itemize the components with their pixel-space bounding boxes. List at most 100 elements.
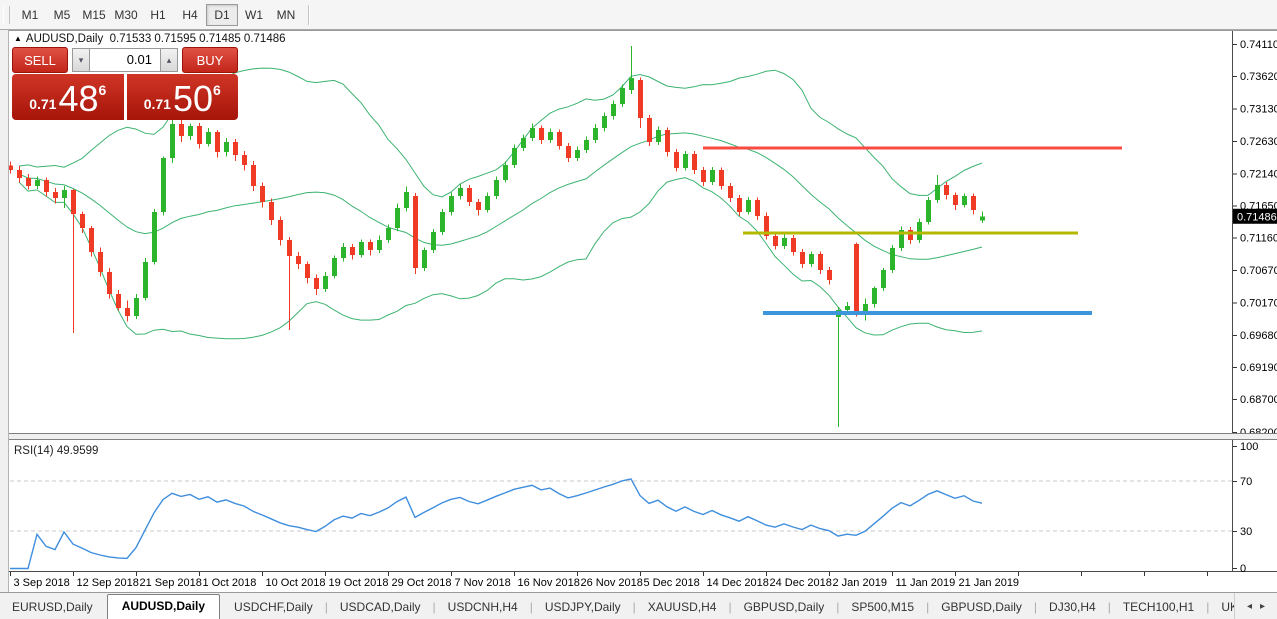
chart-tab-dj30-h4[interactable]: DJ30,H4	[1049, 600, 1096, 614]
svg-text:16 Nov 2018: 16 Nov 2018	[518, 577, 580, 589]
chart-tab-usdcnh-h4[interactable]: USDCNH,H4	[447, 600, 518, 614]
chart-tab-eurusd-daily[interactable]: EURUSD,Daily	[12, 600, 93, 614]
collapse-triangle-icon[interactable]: ▲	[14, 34, 22, 43]
tab-separator: |	[728, 600, 732, 614]
chart-tab-audusd-daily[interactable]: AUDUSD,Daily	[106, 594, 221, 619]
timeframe-button-d1[interactable]: D1	[206, 3, 238, 26]
ohlc-readout: 0.71533 0.71595 0.71485 0.71486	[109, 33, 286, 45]
chart-tab-usdcad-daily[interactable]: USDCAD,Daily	[339, 600, 421, 614]
timeframe-toolbar: M1 M5 M15 M30 H1 H4 D1 W1 MN	[0, 0, 1277, 30]
chart-tab-xauusd-h4[interactable]: XAUUSD,H4	[647, 600, 717, 614]
one-click-trading-panel: SELL ▾ ▴ BUY 0.71 48 6 0.71 50 6	[12, 46, 238, 120]
timeframe-button-m1[interactable]: M1	[21, 7, 39, 22]
window-left-edge	[0, 29, 9, 592]
sell-price-prefix: 0.71	[29, 96, 57, 112]
chart-tab-usdjpy-daily[interactable]: USDJPY,Daily	[544, 600, 621, 614]
tab-separator: |	[836, 600, 840, 614]
svg-text:0.70170: 0.70170	[1240, 298, 1277, 310]
buy-price-big-digits: 50	[172, 78, 213, 119]
chart-tab-usdchf-daily[interactable]: USDCHF,Daily	[234, 600, 313, 614]
tab-separator: |	[324, 600, 328, 614]
svg-text:0.73130: 0.73130	[1240, 103, 1277, 115]
price-scale[interactable]	[1232, 30, 1277, 571]
timeframe-button-mn[interactable]: MN	[276, 7, 296, 22]
svg-text:11 Jan 2019: 11 Jan 2019	[896, 577, 956, 589]
tab-scroll-right-icon[interactable]: ▸	[1259, 601, 1265, 612]
svg-text:0.72140: 0.72140	[1240, 168, 1277, 180]
tab-scroll-controls: ◂ ▸	[1233, 593, 1277, 619]
tab-separator: |	[1206, 600, 1210, 614]
svg-text:30: 30	[1240, 526, 1252, 538]
svg-text:5 Dec 2018: 5 Dec 2018	[644, 577, 700, 589]
svg-text:100: 100	[1240, 441, 1258, 453]
timeframe-button-h4[interactable]: H4	[182, 7, 198, 22]
svg-text:3 Sep 2018: 3 Sep 2018	[14, 577, 70, 589]
buy-price-pip-digit: 6	[213, 82, 221, 98]
chart-tab-tech100-h1[interactable]: TECH100,H1	[1122, 600, 1195, 614]
chart-title: ▲ AUDUSD,Daily 0.71533 0.71595 0.71485 0.…	[14, 33, 286, 45]
tab-separator: |	[926, 600, 930, 614]
chart-tab-ukoil-h1[interactable]: UKOil,H1	[1221, 600, 1234, 614]
chart-tab-bar: EURUSD,Daily AUDUSD,Daily USDCHF,Daily | USD…	[0, 592, 1277, 619]
svg-text:14 Dec 2018: 14 Dec 2018	[707, 577, 769, 589]
date-scale-labels: 3 Sep 2018 12 Sep 2018 21 Sep 2018 1 Oct 20…	[10, 572, 1208, 589]
chart-tab-gbpusd-daily[interactable]: GBPUSD,Daily	[941, 600, 1022, 614]
svg-text:29 Oct 2018: 29 Oct 2018	[392, 577, 452, 589]
tab-separator: |	[432, 600, 436, 614]
svg-text:1 Oct 2018: 1 Oct 2018	[203, 577, 257, 589]
svg-text:12 Sep 2018: 12 Sep 2018	[77, 577, 139, 589]
svg-text:0.71160: 0.71160	[1240, 233, 1277, 245]
sell-button[interactable]: SELL	[12, 46, 68, 73]
candles-layer	[8, 45, 985, 427]
svg-text:21 Jan 2019: 21 Jan 2019	[959, 577, 1020, 589]
svg-text:10 Oct 2018: 10 Oct 2018	[266, 577, 326, 589]
time-scale[interactable]	[8, 572, 1232, 592]
timeframe-button-m15[interactable]: M15	[82, 7, 106, 22]
sell-price-big-digits: 48	[58, 78, 99, 119]
timeframe-button-m5[interactable]: M5	[53, 7, 71, 22]
chart-tab-sp500-m15[interactable]: SP500,M15	[851, 600, 915, 614]
tab-separator: |	[529, 600, 533, 614]
bollinger-lower-line	[18, 177, 983, 340]
svg-text:70: 70	[1240, 476, 1252, 488]
timeframe-button-w1[interactable]: W1	[245, 7, 263, 22]
svg-text:7 Nov 2018: 7 Nov 2018	[455, 577, 511, 589]
svg-text:0.70670: 0.70670	[1240, 265, 1277, 277]
rsi-line	[10, 478, 983, 570]
buy-price-button[interactable]: 0.71 50 6	[126, 74, 238, 120]
buy-price-prefix: 0.71	[143, 96, 171, 112]
chart-tab-gbpusd-daily[interactable]: GBPUSD,Daily	[743, 600, 825, 614]
tab-scroll-left-icon[interactable]: ◂	[1246, 601, 1252, 612]
timeframe-button-h1[interactable]: H1	[150, 7, 166, 22]
bollinger-middle-line	[18, 132, 983, 260]
tab-separator: |	[632, 600, 636, 614]
svg-text:0: 0	[1240, 563, 1246, 575]
toolbar-grip[interactable]	[3, 5, 10, 24]
svg-text:24 Dec 2018: 24 Dec 2018	[770, 577, 832, 589]
svg-text:0.73620: 0.73620	[1240, 71, 1277, 83]
rsi-indicator-label: RSI(14) 49.9599	[14, 445, 99, 457]
svg-text:0.71486: 0.71486	[1237, 211, 1277, 223]
svg-text:19 Oct 2018: 19 Oct 2018	[329, 577, 389, 589]
lot-size-input[interactable]	[90, 47, 160, 72]
tab-separator: |	[1033, 600, 1038, 614]
pane-splitter[interactable]	[8, 433, 1277, 440]
lot-increase-button[interactable]: ▴	[160, 47, 178, 72]
sell-price-pip-digit: 6	[98, 82, 107, 98]
axes	[8, 30, 1277, 572]
lot-decrease-button[interactable]: ▾	[72, 47, 90, 72]
buy-button[interactable]: BUY	[182, 46, 238, 73]
svg-text:2 Jan 2019: 2 Jan 2019	[833, 577, 887, 589]
svg-text:0.69190: 0.69190	[1240, 362, 1277, 374]
sell-price-button[interactable]: 0.71 48 6	[12, 74, 124, 120]
svg-text:21 Sep 2018: 21 Sep 2018	[140, 577, 202, 589]
rsi-scale-labels: 100 70 30 0	[1233, 441, 1258, 575]
svg-text:26 Nov 2018: 26 Nov 2018	[581, 577, 643, 589]
timeframe-button-m30[interactable]: M30	[114, 7, 138, 22]
horizontal-object-lines[interactable]	[703, 146, 1122, 315]
tab-separator: |	[1107, 600, 1111, 614]
symbol-label: AUDUSD,Daily	[25, 33, 104, 45]
